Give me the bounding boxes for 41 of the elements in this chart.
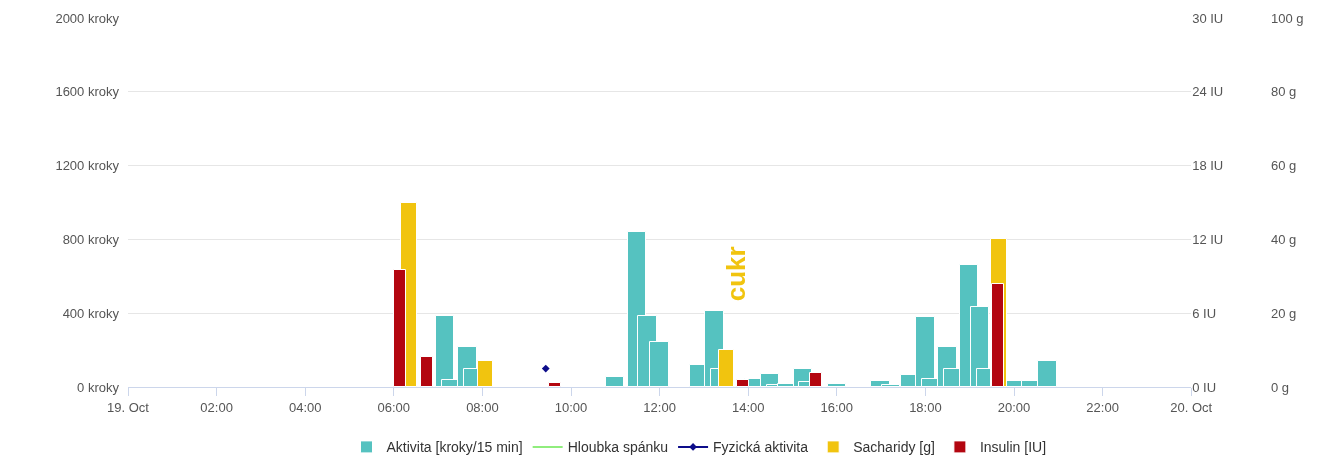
y3-tick-label: 100 g — [1271, 10, 1304, 26]
y-tick-label: 0 kroky — [77, 379, 120, 395]
legend-label: Fyzická aktivita — [713, 439, 809, 456]
y-tick-label: 1600 kroky — [55, 84, 120, 100]
annotation: cukr — [720, 246, 751, 302]
x-tick-label: 12:00 — [643, 399, 676, 415]
legend-label: Insulin [IU] — [979, 439, 1047, 456]
y2-tick-label: 0 IU — [1192, 379, 1217, 395]
y3-tick-label: 80 g — [1271, 84, 1297, 100]
bar — [605, 376, 624, 387]
x-tick-label: 08:00 — [466, 399, 499, 415]
x-tick-label: 16:00 — [820, 399, 854, 415]
x-tick-label: 06:00 — [377, 399, 411, 415]
x-tick-label: 10:00 — [554, 399, 588, 415]
x-tick-label: 04:00 — [288, 399, 322, 415]
y3-tick-label: 20 g — [1271, 305, 1297, 321]
legend-label: Sacharidy [g] — [853, 439, 935, 456]
y2-tick-label: 24 IU — [1192, 84, 1224, 100]
y3-tick-label: 60 g — [1271, 158, 1297, 174]
x-tick-label: 22:00 — [1086, 399, 1119, 415]
y-tick-label: 2000 kroky — [55, 10, 120, 26]
x-tick-label: 20. Oct — [1170, 399, 1213, 415]
y-tick-label: 400 kroky — [62, 305, 120, 321]
y-tick-label: 1200 kroky — [55, 158, 120, 174]
y3-tick-label: 0 g — [1271, 379, 1290, 395]
x-tick-label: 19. Oct — [107, 399, 150, 415]
x-tick-label: 20:00 — [997, 399, 1031, 415]
y2-tick-label: 30 IU — [1192, 10, 1224, 26]
legend-label: Hloubka spánku — [567, 439, 669, 456]
y2-tick-label: 18 IU — [1192, 158, 1224, 174]
bar — [435, 315, 454, 387]
x-tick-label: 02:00 — [200, 399, 233, 415]
legend-label: Aktivita [kroky/15 min] — [386, 439, 523, 456]
bar — [548, 382, 561, 387]
y-tick-label: 800 kroky — [62, 231, 120, 247]
bar — [827, 383, 846, 387]
y3-tick-label: 40 g — [1271, 231, 1297, 247]
y2-tick-label: 6 IU — [1192, 305, 1217, 321]
x-tick-label: 14:00 — [731, 399, 765, 415]
x-tick-label: 18:00 — [909, 399, 942, 415]
y2-tick-label: 12 IU — [1192, 231, 1224, 247]
